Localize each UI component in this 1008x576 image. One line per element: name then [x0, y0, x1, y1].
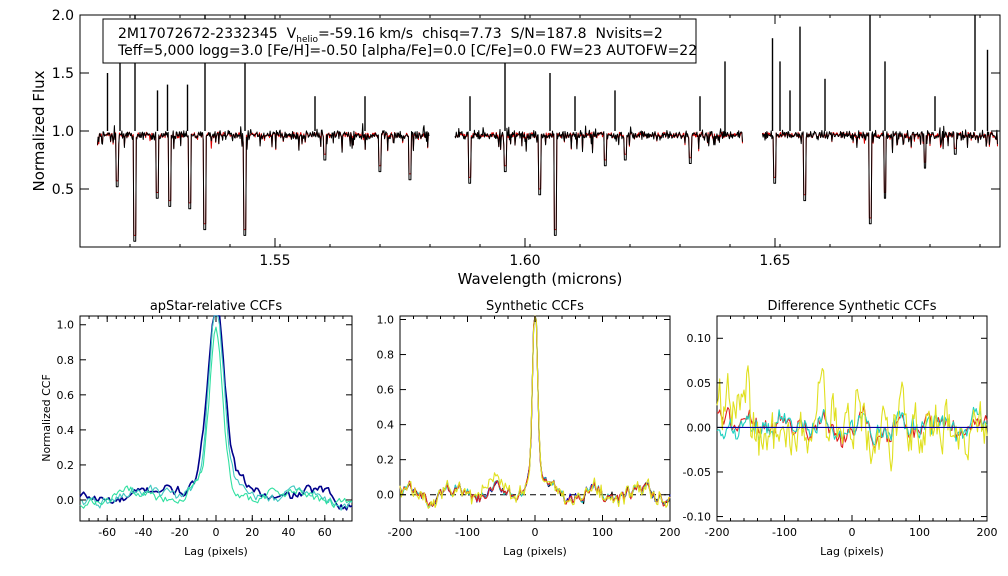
- y-tick-label: 2.0: [52, 8, 74, 24]
- apstar-ccf-panel: apStar-relative CCFs Lag (pixels) Normal…: [40, 299, 353, 558]
- y-tick-label: 1.0: [52, 124, 74, 140]
- synthetic-ccf-line-3: [399, 315, 671, 509]
- x-tick-label: -40: [134, 526, 152, 539]
- x-tick-label: -100: [455, 526, 480, 539]
- spectrum-panel: 1.55 1.60 1.65 0.5 1.0 1.5 2.0 Wavelength (mic…: [30, 8, 1001, 288]
- x-tick-label: 20: [245, 526, 259, 539]
- ccf-line-2: [79, 315, 353, 511]
- y-tick-label: -0.05: [683, 466, 711, 479]
- difference-ccf-xlabel: Lag (pixels): [820, 545, 884, 558]
- apstar-ccf-axis-ticks: -60 -40 -20 0 20 40 60 0.0 0.2 0.4 0.6 0.8 1.0: [57, 316, 353, 539]
- vhelio-symbol: V: [287, 26, 297, 42]
- apstar-ccf-title: apStar-relative CCFs: [150, 299, 283, 314]
- x-tick-label: 1.55: [259, 253, 290, 269]
- apstar-ccf-xlabel: Lag (pixels): [184, 545, 248, 558]
- y-tick-label: 1.0: [377, 313, 395, 326]
- y-tick-label: 0.10: [687, 332, 712, 345]
- x-tick-label: 0: [213, 526, 220, 539]
- x-tick-label: 0: [532, 526, 539, 539]
- difference-ccf-title: Difference Synthetic CCFs: [767, 299, 936, 314]
- ccf-line-3: [79, 326, 353, 509]
- difference-ccf-series: [716, 365, 988, 472]
- difference-ccf-panel: Difference Synthetic CCFs Lag (pixels) -…: [683, 299, 998, 558]
- star-id: 2M17072672-2332345: [118, 26, 278, 42]
- x-tick-label: -60: [98, 526, 116, 539]
- y-tick-label: 0.6: [57, 389, 75, 402]
- y-tick-label: -0.10: [683, 511, 711, 524]
- synthetic-ccf-axis-ticks: -200 -100 0 100 200 0.0 0.2 0.4 0.6 0.8 1.0: [377, 313, 681, 539]
- apstar-ccf-series: [79, 315, 353, 511]
- x-tick-label: 1.65: [759, 253, 790, 269]
- y-tick-label: 0.4: [57, 424, 75, 437]
- apstar-ccf-ylabel: Normalized CCF: [40, 374, 53, 462]
- info-line-2: Teff=5,000 logg=3.0 [Fe/H]=-0.50 [alpha/…: [117, 43, 697, 59]
- observed-flux-line: [762, 125, 998, 225]
- spectrum-axis-ticks: 1.55 1.60 1.65 0.5 1.0 1.5 2.0: [52, 8, 1000, 269]
- y-tick-label: 0.0: [377, 489, 395, 502]
- observed-flux-line: [454, 125, 743, 236]
- y-tick-label: 0.00: [687, 421, 712, 434]
- y-tick-label: 0.4: [377, 419, 395, 432]
- y-tick-label: 1.0: [57, 319, 75, 332]
- chisq-value: chisq=7.73: [422, 26, 502, 42]
- model-spectrum-series: [97, 131, 998, 236]
- x-tick-label: -200: [705, 526, 730, 539]
- vhelio-subscript: helio: [296, 35, 318, 45]
- difference-ccf-frame: [716, 315, 988, 522]
- spectrum-ylabel: Normalized Flux: [30, 70, 48, 191]
- difference-ccf-axis-ticks: -200 -100 0 100 200 -0.10 -0.05 0.00 0.05 0.10: [683, 316, 998, 539]
- x-tick-label: 100: [592, 526, 613, 539]
- synthetic-ccf-series: [399, 315, 671, 509]
- model-flux-line: [762, 131, 998, 219]
- x-tick-label: 200: [660, 526, 681, 539]
- synthetic-ccf-panel: Synthetic CCFs Lag (pixels) -200 -100 0 100…: [377, 299, 681, 558]
- y-tick-label: 0.05: [687, 377, 712, 390]
- sn-value: S/N=187.8: [511, 26, 587, 42]
- y-tick-label: 0.0: [57, 494, 75, 507]
- y-tick-label: 0.8: [57, 354, 75, 367]
- x-tick-label: 60: [318, 526, 332, 539]
- synthetic-ccf-line-4: [399, 315, 671, 507]
- x-tick-label: 100: [909, 526, 930, 539]
- synthetic-ccf-line-2: [399, 315, 671, 507]
- x-tick-label: 200: [977, 526, 998, 539]
- y-tick-label: 0.2: [377, 454, 395, 467]
- observed-flux-line: [97, 123, 430, 242]
- y-tick-label: 0.5: [52, 182, 74, 198]
- info-box: [102, 18, 697, 64]
- model-flux-line: [454, 131, 743, 231]
- x-tick-label: -100: [772, 526, 797, 539]
- y-tick-label: 0.6: [377, 384, 395, 397]
- x-tick-label: -20: [171, 526, 189, 539]
- synthetic-ccf-title: Synthetic CCFs: [486, 299, 584, 314]
- ccf-line-1: [79, 315, 353, 511]
- y-tick-label: 0.8: [377, 349, 395, 362]
- x-tick-label: 0: [849, 526, 856, 539]
- spectrum-xlabel: Wavelength (microns): [458, 270, 623, 288]
- synthetic-ccf-xlabel: Lag (pixels): [503, 545, 567, 558]
- y-tick-label: 1.5: [52, 66, 74, 82]
- x-tick-label: 1.60: [509, 253, 540, 269]
- synthetic-ccf-line-5: [399, 315, 671, 509]
- difference-ccf-line-2: [716, 406, 988, 446]
- x-tick-label: -200: [388, 526, 413, 539]
- info-line-1: 2M17072672-2332345 Vhelio=-59.16 km/s chis…: [118, 26, 663, 45]
- difference-ccf-line-3: [716, 365, 988, 472]
- synthetic-ccf-line-1: [399, 315, 671, 509]
- x-tick-label: 40: [282, 526, 296, 539]
- y-tick-label: 0.2: [57, 459, 75, 472]
- model-flux-line: [97, 131, 430, 236]
- nvisits-value: Nvisits=2: [596, 26, 663, 42]
- vhelio-value: =-59.16 km/s: [318, 26, 413, 42]
